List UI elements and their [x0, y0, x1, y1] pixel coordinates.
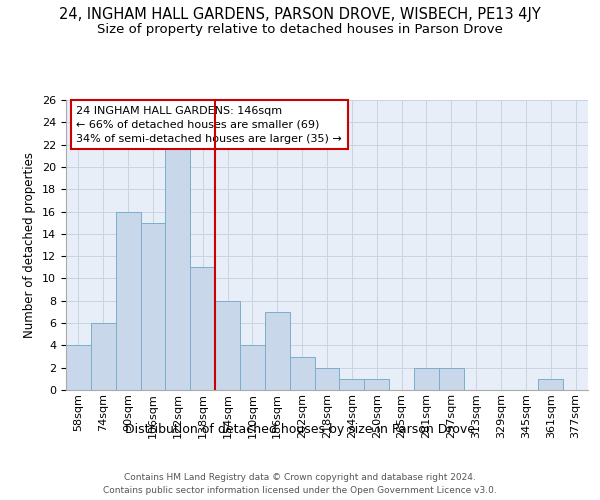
Bar — [190, 268, 215, 390]
Text: Size of property relative to detached houses in Parson Drove: Size of property relative to detached ho… — [97, 22, 503, 36]
Text: 24, INGHAM HALL GARDENS, PARSON DROVE, WISBECH, PE13 4JY: 24, INGHAM HALL GARDENS, PARSON DROVE, W… — [59, 8, 541, 22]
Bar — [91, 323, 116, 390]
Bar — [340, 379, 364, 390]
Bar — [290, 356, 314, 390]
Text: Contains public sector information licensed under the Open Government Licence v3: Contains public sector information licen… — [103, 486, 497, 495]
Y-axis label: Number of detached properties: Number of detached properties — [23, 152, 37, 338]
Bar — [439, 368, 464, 390]
Bar — [166, 144, 190, 390]
Bar — [414, 368, 439, 390]
Bar — [215, 301, 240, 390]
Bar — [364, 379, 389, 390]
Bar — [240, 346, 265, 390]
Bar — [265, 312, 290, 390]
Text: 24 INGHAM HALL GARDENS: 146sqm
← 66% of detached houses are smaller (69)
34% of : 24 INGHAM HALL GARDENS: 146sqm ← 66% of … — [76, 106, 342, 144]
Bar — [314, 368, 340, 390]
Bar — [538, 379, 563, 390]
Text: Distribution of detached houses by size in Parson Drove: Distribution of detached houses by size … — [125, 422, 475, 436]
Bar — [66, 346, 91, 390]
Bar — [116, 212, 140, 390]
Text: Contains HM Land Registry data © Crown copyright and database right 2024.: Contains HM Land Registry data © Crown c… — [124, 472, 476, 482]
Bar — [140, 222, 166, 390]
